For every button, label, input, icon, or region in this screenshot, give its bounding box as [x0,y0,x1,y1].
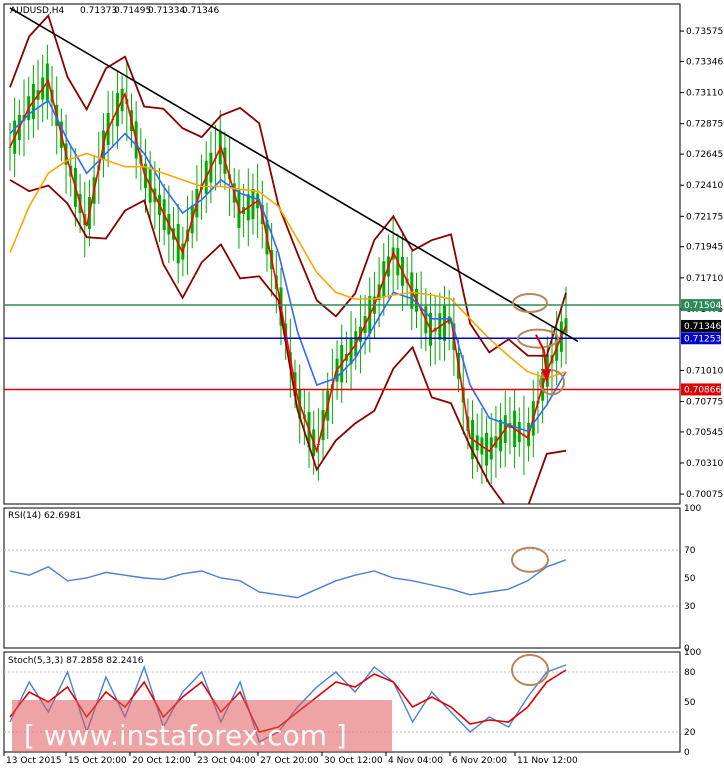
time-tick-label: 30 Oct 12:00 [324,756,383,766]
rsi-axis: 100 70 50 30 0 [684,504,701,654]
support-line-label: 0.70866 [684,385,721,395]
rsi-axis-label: 0 [684,644,690,654]
blue-line-label: 0.71253 [684,334,721,344]
projection-arrow [535,334,547,370]
price-tick-label: 0.72175 [686,212,723,222]
chart-header-low: 0.71334 [148,6,185,16]
rsi-axis-label: 30 [684,602,696,612]
price-tick-label: 0.72645 [686,150,723,160]
price-tick-label: 0.73110 [686,89,723,99]
time-tick-label: 20 Oct 12:00 [132,756,191,766]
price-tick-label: 0.70310 [686,459,723,469]
stoch-axis-label: 20 [684,728,696,738]
watermark-text: [ www.instaforex.com ] [24,719,347,752]
stoch-axis-label: 80 [684,668,696,678]
rsi-annotation-ellipse [511,546,549,573]
time-axis: 13 Oct 2015 15 Oct 20:00 20 Oct 12:00 23 Oc… [3,752,578,766]
time-tick-label: 11 Nov 12:00 [517,756,578,766]
chart-header-high: 0.71495 [114,6,151,16]
stoch-annotation-ellipse [511,654,549,686]
rsi-label: RSI(14) 62.6981 [8,511,81,521]
price-tick-label: 0.71945 [686,243,723,253]
stoch-axis-label: 50 [684,698,696,708]
bollinger-upper [9,13,567,357]
rsi-line [9,559,567,599]
current-price-label-box [681,319,721,332]
bollinger-lower [9,179,567,504]
watermark-band [12,700,392,752]
ema-fast-line [9,78,567,454]
chart-header-open: 0.71373 [80,6,117,16]
main-price-pane[interactable]: AUDUSD,H4 0.71373 0.71495 0.71334 0.7134… [3,3,723,510]
time-tick-label: 27 Oct 20:00 [260,756,319,766]
price-tick-label: 0.73346 [686,57,723,67]
resistance-line-label-box [681,299,721,312]
time-tick-label: 4 Nov 04:00 [388,756,443,766]
time-tick-label: 13 Oct 2015 [6,756,62,766]
chart-header-close: 0.71346 [182,6,219,16]
projection-arrowhead [541,369,551,383]
stoch-pane[interactable]: Stoch(5,3,3) 87.2858 82.2416 1008050200 … [3,648,701,758]
chart-header-symbol: AUDUSD,H4 [10,6,65,16]
stoch-axis-label: 100 [684,648,701,658]
price-markers: 0.71504 0.71346 0.71253 0.70866 [681,299,721,396]
support-line-label-box [681,383,721,396]
time-tick-label: 15 Oct 20:00 [68,756,127,766]
annotation-ellipse-mid [517,328,559,349]
annotation-circle-target [539,369,565,396]
stoch-axis-label: 0 [684,748,690,758]
time-tick-label: 6 Nov 20:00 [452,756,507,766]
price-tick-label: 0.70775 [686,397,723,407]
stoch-axis: 100 80 50 20 0 [684,648,701,758]
resistance-line-label: 0.71504 [684,301,721,311]
price-tick-label: 0.72875 [686,120,723,130]
candle-body [8,146,12,148]
blue-line-label-box [681,332,721,345]
price-tick-label: 0.70545 [686,428,723,438]
price-tick-label: 0.71010 [686,366,723,376]
ema-slow-line [9,152,567,380]
current-price-label: 0.71346 [684,322,721,332]
time-tick-label: 23 Oct 04:00 [197,756,256,766]
rsi-axis-label: 70 [684,546,696,556]
rsi-axis-label: 50 [684,574,696,584]
annotation-ellipse-top [512,292,548,313]
rsi-axis-label: 100 [684,504,701,514]
price-tick-label: 0.73575 [686,27,723,37]
price-tick-label: 0.70075 [686,490,723,500]
price-tick-label: 0.72410 [686,181,723,191]
price-tick-label: 0.71710 [686,274,723,284]
stoch-label: Stoch(5,3,3) 87.2858 82.2416 [8,656,144,666]
rsi-pane[interactable]: RSI(14) 62.6981 100 70 50 30 0 [3,504,701,654]
ema-mid-line [9,99,567,433]
trendline [9,7,579,343]
